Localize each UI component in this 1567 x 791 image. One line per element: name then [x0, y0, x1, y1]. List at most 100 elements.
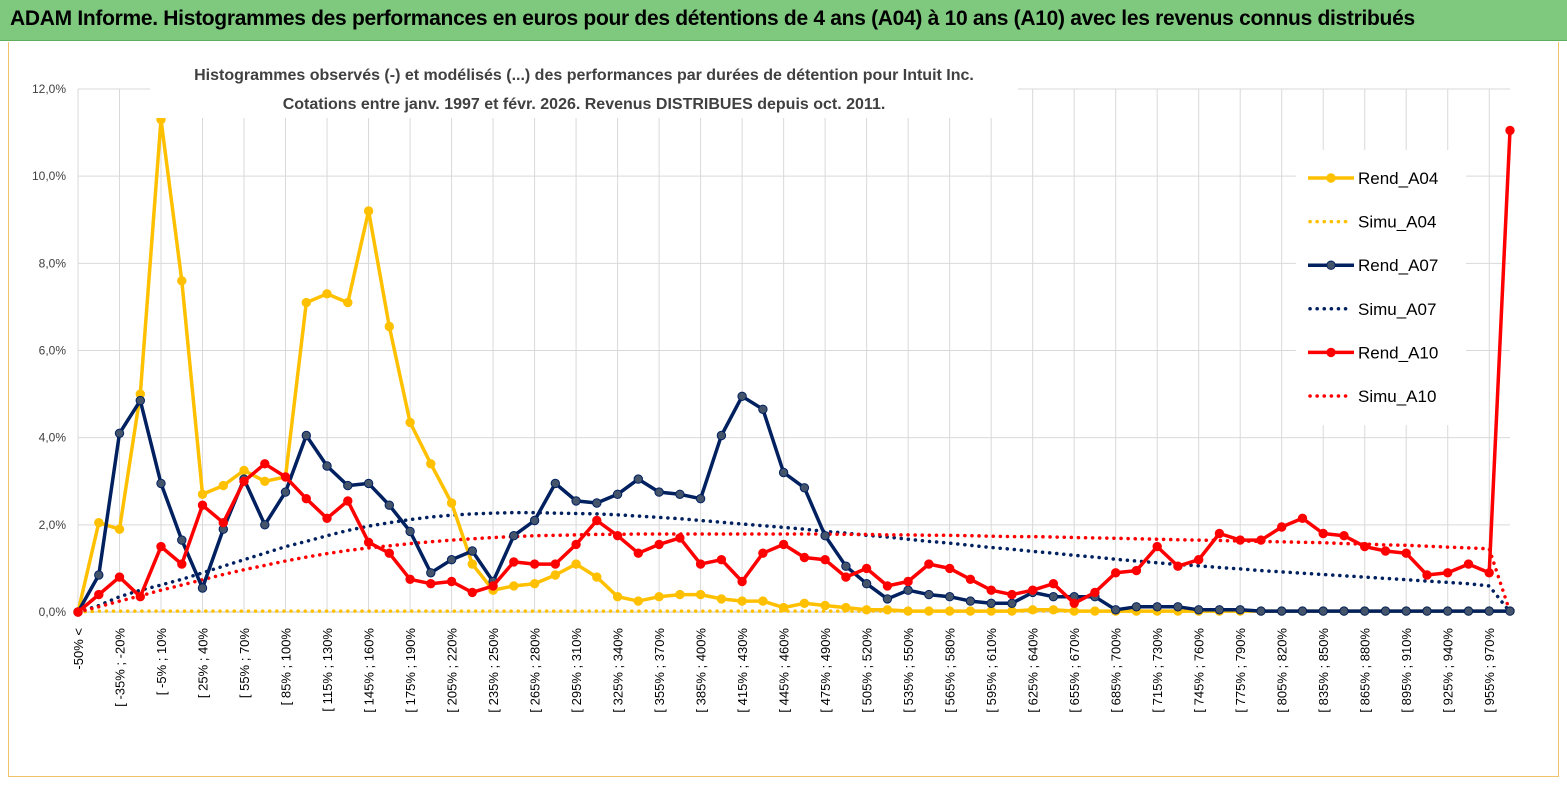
x-tick-label: [ 955% ; 970%	[1482, 628, 1497, 713]
data-point-rend-a10	[405, 574, 415, 584]
data-point-rend-a07	[592, 498, 602, 508]
x-tick-label: [ 715% ; 730%	[1150, 628, 1165, 713]
data-point-rend-a10	[280, 472, 291, 482]
x-tick-label: [ 235% ; 250%	[486, 628, 501, 713]
data-point-rend-a07	[1297, 606, 1308, 616]
data-point-rend-a04	[529, 579, 540, 589]
data-point-rend-a07	[197, 583, 208, 593]
x-tick-label: [ 595% ; 610%	[984, 628, 999, 713]
data-point-rend-a04	[799, 598, 810, 608]
legend-entry-simu-a04: Simu_A04	[1308, 213, 1436, 232]
legend-entry-rend-a10: Rend_A10	[1308, 343, 1438, 362]
data-point-rend-a04	[716, 594, 727, 604]
data-point-rend-a07	[322, 461, 332, 471]
data-point-rend-a07	[1152, 602, 1162, 612]
data-point-rend-a10	[571, 539, 581, 550]
x-tick-label: [ 625% ; 640%	[1026, 628, 1041, 713]
data-point-rend-a07	[1048, 592, 1059, 602]
data-point-rend-a10	[841, 572, 851, 582]
x-tick-label: [ 85% ; 100%	[279, 628, 294, 706]
x-tick-label: [ 925% ; 940%	[1441, 628, 1456, 713]
data-point-rend-a10	[135, 592, 146, 602]
y-tick-label: 6,0%	[39, 344, 67, 358]
data-point-rend-a04	[820, 600, 830, 611]
data-point-rend-a10	[218, 518, 229, 528]
series-line-rend-a07	[76, 394, 1510, 613]
legend-background	[1296, 150, 1466, 425]
data-point-rend-a10	[1007, 589, 1017, 600]
data-point-rend-a10	[1131, 565, 1142, 576]
x-tick-label: [ 205% ; 220%	[445, 628, 460, 713]
data-point-rend-a07	[114, 428, 125, 438]
y-tick-label: 4,0%	[39, 431, 67, 445]
data-point-rend-a04	[343, 297, 353, 308]
data-point-rend-a10	[778, 539, 789, 550]
series-simu-a10	[76, 532, 1512, 614]
x-tick-label: [ 805% ; 820%	[1275, 628, 1290, 713]
data-point-rend-a07	[903, 585, 913, 595]
data-point-rend-a04	[260, 476, 270, 486]
legend-label-rend-a07: Rend_A07	[1358, 256, 1438, 275]
data-point-rend-a07	[135, 395, 146, 406]
data-point-rend-a10	[363, 537, 374, 547]
data-point-rend-a04	[965, 606, 976, 616]
data-point-rend-a07	[1318, 606, 1328, 616]
data-point-rend-a07	[716, 430, 727, 441]
data-point-rend-a07	[612, 489, 623, 499]
data-point-rend-a07	[861, 579, 872, 589]
data-point-rend-a07	[384, 500, 394, 510]
data-point-rend-a10	[156, 541, 166, 552]
data-point-rend-a07	[363, 478, 374, 489]
data-point-rend-a04	[94, 518, 104, 528]
chart-title-line: Cotations entre janv. 1997 et févr. 2026…	[283, 96, 886, 113]
data-point-rend-a10	[197, 500, 208, 510]
data-point-rend-a10	[882, 581, 893, 591]
data-point-rend-a04	[426, 459, 436, 469]
data-point-rend-a07	[965, 596, 976, 606]
data-point-rend-a10	[1277, 522, 1287, 532]
y-tick-label: 8,0%	[39, 256, 67, 270]
data-point-rend-a04	[177, 276, 187, 286]
x-tick-label: [ 355% ; 370%	[652, 628, 667, 713]
x-tick-label: [ 835% ; 850%	[1316, 628, 1331, 713]
x-tick-label: [ 685% ; 700%	[1109, 628, 1124, 713]
data-point-rend-a07	[1173, 602, 1183, 612]
x-tick-label: [ 115% ; 130%	[320, 628, 335, 712]
y-tick-label: 12,0%	[32, 82, 66, 96]
data-point-rend-a04	[903, 606, 913, 616]
data-point-rend-a10	[1214, 528, 1225, 539]
data-point-rend-a10	[654, 539, 664, 550]
data-point-rend-a07	[301, 430, 311, 441]
data-point-rend-a07	[1194, 605, 1204, 615]
data-point-rend-a04	[197, 489, 208, 499]
data-point-rend-a04	[467, 559, 477, 569]
x-tick-label: [ 505% ; 520%	[860, 628, 875, 713]
legend-label-simu-a04: Simu_A04	[1358, 213, 1436, 232]
data-point-rend-a10	[903, 576, 913, 587]
data-point-rend-a10	[509, 557, 519, 567]
data-point-rend-a10	[426, 579, 436, 589]
data-point-rend-a10	[1069, 598, 1079, 608]
data-point-rend-a10	[1048, 579, 1059, 589]
data-point-rend-a10	[239, 476, 249, 486]
data-point-rend-a04	[1090, 606, 1100, 616]
data-point-rend-a10	[1339, 531, 1349, 541]
data-point-rend-a07	[529, 515, 540, 526]
data-point-rend-a07	[1111, 605, 1121, 615]
data-point-rend-a04	[405, 417, 415, 428]
data-point-rend-a07	[571, 496, 581, 506]
data-point-rend-a04	[612, 592, 623, 602]
series-line-simu-a10	[76, 532, 1512, 614]
data-point-rend-a04	[509, 581, 519, 591]
data-point-rend-a10	[301, 494, 311, 504]
data-point-rend-a07	[820, 531, 830, 541]
x-tick-label: [ 565% ; 580%	[943, 628, 958, 713]
data-point-rend-a07	[509, 531, 519, 541]
data-point-rend-a10	[488, 581, 498, 591]
data-point-rend-a10	[945, 563, 955, 574]
x-tick-label: [ 295% ; 310%	[569, 628, 584, 713]
data-point-rend-a07	[758, 404, 768, 414]
data-point-rend-a10	[1422, 570, 1432, 580]
data-point-rend-a07	[1422, 606, 1432, 616]
data-point-rend-a10	[675, 533, 685, 543]
